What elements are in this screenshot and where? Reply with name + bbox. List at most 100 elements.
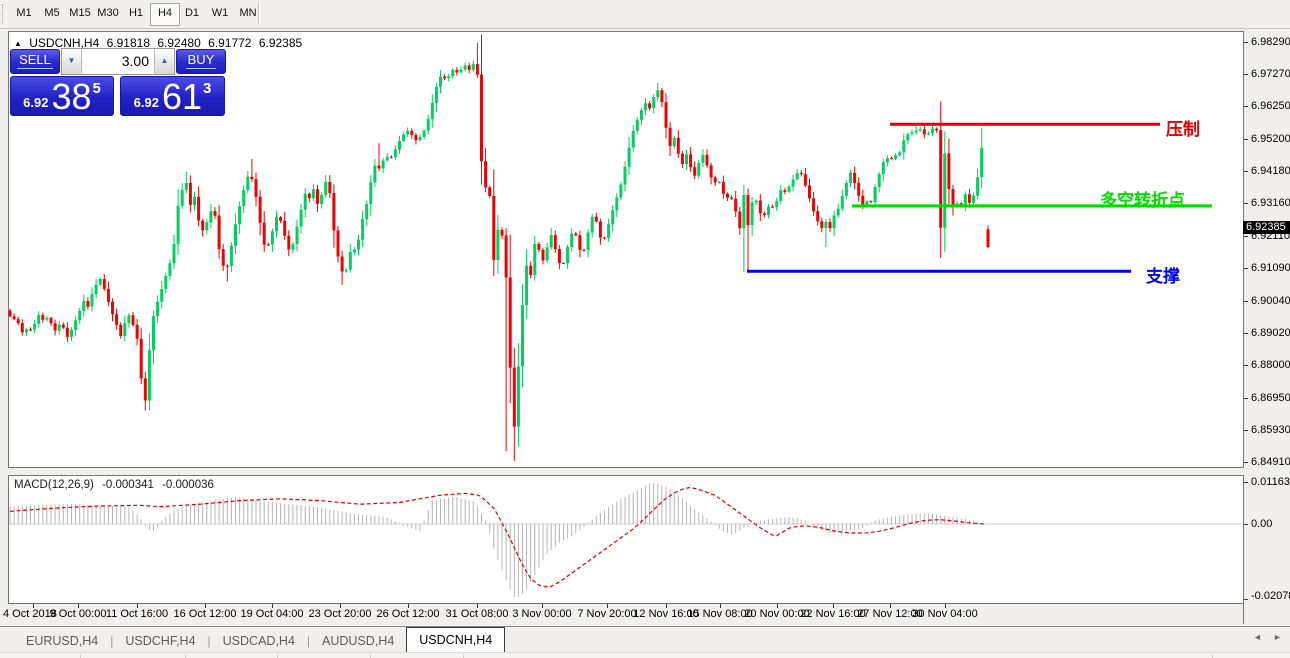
ohlc-high: 6.92480 [157,36,201,50]
time-tick [137,604,138,608]
macd-tick-label: -0.020788 [1251,590,1290,602]
time-tick-label: 16 Oct 12:00 [173,608,237,620]
time-tick [945,604,946,608]
price-tick-label: 6.98290 [1251,36,1290,48]
chart-symbol: USDCNH,H4 [29,36,100,50]
volume-input[interactable]: 3.00 [121,53,149,69]
volume-increase-button[interactable]: ▲ [154,49,174,74]
time-tick [340,604,341,608]
chart-tab-usdcad[interactable]: USDCAD,H4 [222,634,295,648]
time-tick [890,604,891,608]
volume-stepper: ▼ 3.00 ▲ [61,48,175,75]
time-tick-label: 26 Oct 12:00 [376,608,440,620]
time-tick-label: 23 Oct 20:00 [308,608,372,620]
ohlc-low: 6.91772 [208,36,252,50]
chart-tab-usdchf[interactable]: USDCHF,H4 [125,634,196,648]
time-tick-label: 15 Nov 08:00 [687,608,753,620]
price-tick-label: 6.85930 [1251,424,1290,436]
current-price-badge: 6.92385 [1243,221,1290,234]
ohlc-close: 6.92385 [258,36,303,50]
tab-separator: | [110,634,114,648]
macd-tick-label: 0.011636 [1251,476,1290,488]
volume-decrease-button[interactable]: ▼ [62,49,82,74]
price-tick [1244,430,1248,431]
price-tick [1244,106,1248,107]
bottom-strip-separator [370,654,371,658]
sell-price-prefix: 6.92 [23,95,49,110]
price-tick-label: 6.90040 [1251,295,1290,307]
sell-button[interactable]: SELL [10,49,60,74]
time-tick [833,604,834,608]
time-tick [272,604,273,608]
price-tick [1244,365,1248,366]
time-tick [720,604,721,608]
buy-price-pip: 3 [203,80,212,97]
axis-line [1243,604,1244,624]
macd-tick [1244,482,1248,483]
time-tick-label: 3 Nov 00:00 [512,608,572,620]
timeframe-button-h1[interactable]: H1 [128,7,144,19]
macd-indicator-pane[interactable] [8,475,1244,604]
chart-tab-usdcnh[interactable]: USDCNH,H4 [406,627,506,652]
timeframe-button-m30[interactable]: M30 [97,7,119,19]
timeframe-button-d1[interactable]: D1 [184,7,200,19]
time-tick-label: 27 Nov 12:00 [857,608,923,620]
price-tick-label: 6.97270 [1251,68,1290,80]
time-tick [78,604,79,608]
time-tick-label: 11 Oct 16:00 [105,608,169,620]
sell-button-label: SELL [17,52,53,69]
sell-price-panel[interactable]: 6.92 38 5 [10,76,114,116]
buy-button[interactable]: BUY [176,49,226,74]
macd-value: -0.000341 [102,479,154,491]
price-tick [1244,301,1248,302]
timeframe-button-w1[interactable]: W1 [211,7,229,19]
chart-title: ▲ USDCNH,H4 6.91818 6.92480 6.91772 6.92… [14,36,306,50]
price-tick [1244,462,1248,463]
price-tick-label: 6.93160 [1251,197,1290,209]
price-tick [1244,139,1248,140]
tab-scroll-left-icon[interactable]: ◄ [1253,632,1262,642]
ohlc-open: 6.91818 [106,36,151,50]
price-tick [1244,236,1248,237]
macd-signal-value: -0.000036 [162,479,214,491]
buy-price-panel[interactable]: 6.92 61 3 [120,76,225,116]
time-tick [33,604,34,608]
price-tick-label: 6.89020 [1251,327,1290,339]
bottom-strip-separator [185,654,186,658]
annotation-label-resistance: 压制 [1166,120,1200,139]
price-tick-label: 6.91090 [1251,262,1290,274]
buy-button-label: BUY [185,52,217,69]
toolbar-grip[interactable] [2,4,7,24]
price-tick [1244,74,1248,75]
time-tick-label: 7 Nov 20:00 [577,608,637,620]
chart-tab-eurusd[interactable]: EURUSD,H4 [26,634,99,648]
price-tick-label: 6.95200 [1251,133,1290,145]
macd-tick [1244,524,1248,525]
price-tick [1244,398,1248,399]
price-tick-label: 6.84910 [1251,456,1290,468]
timeframe-button-m15[interactable]: M15 [69,7,91,19]
time-tick [777,604,778,608]
price-tick-label: 6.94180 [1251,165,1290,177]
price-tick [1244,171,1248,172]
chart-tab-bar: EURUSD,H4 | USDCHF,H4 | USDCAD,H4 | AUDUSD,H4 U… [0,626,1290,652]
buy-price-prefix: 6.92 [133,95,159,110]
toolbar-separator [258,3,260,24]
tab-separator: | [207,634,211,648]
timeframe-toolbar: M1 M5 M15 M30 H1 H4 D1 W1 MN [0,0,1290,29]
collapse-icon[interactable]: ▲ [14,39,22,48]
tab-scroll-right-icon[interactable]: ► [1273,632,1282,642]
time-tick-label: 20 Nov 00:00 [744,608,810,620]
sell-price-big: 38 [51,76,92,118]
time-tick [607,604,608,608]
timeframe-button-mn[interactable]: MN [239,7,257,19]
bottom-strip-separator [80,654,81,658]
chart-tab-audusd[interactable]: AUDUSD,H4 [322,634,395,648]
timeframe-button-m1[interactable]: M1 [16,7,32,19]
timeframe-button-h4[interactable]: H4 [150,3,180,26]
price-tick [1244,268,1248,269]
time-tick [666,604,667,608]
bottom-strip-separator [463,654,464,658]
time-tick [408,604,409,608]
timeframe-button-m5[interactable]: M5 [44,7,60,19]
